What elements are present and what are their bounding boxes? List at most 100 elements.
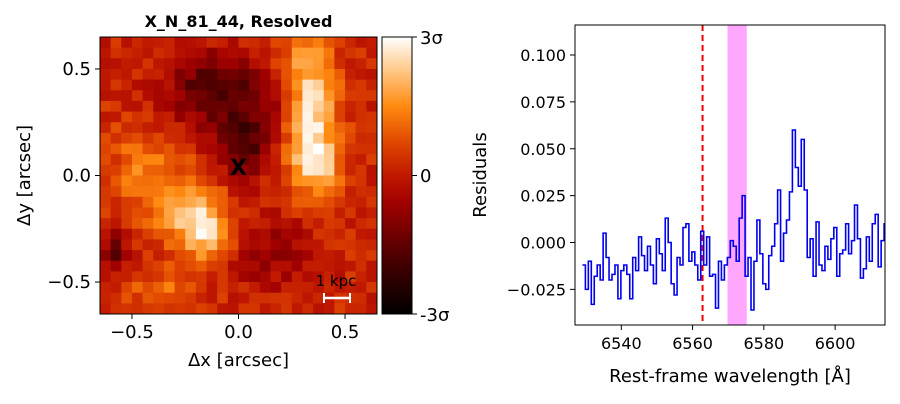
- heatmap-cell: [185, 228, 197, 240]
- heatmap-cell: [334, 175, 346, 187]
- heatmap-cell: [291, 68, 303, 81]
- heatmap-cell: [366, 47, 378, 59]
- heatmap-cell: [259, 250, 271, 262]
- heatmap-cell: [302, 122, 314, 134]
- heatmap-cell: [185, 122, 197, 134]
- heatmap-cell: [249, 218, 261, 230]
- heatmap-cell: [163, 228, 175, 240]
- heatmap-cell: [131, 175, 144, 187]
- heatmap-cell: [291, 90, 303, 102]
- heatmap-cell: [355, 196, 367, 208]
- heatmap-cell: [142, 37, 154, 49]
- heatmap-cell: [131, 37, 144, 49]
- heatmap-cell: [355, 47, 367, 59]
- heatmap-cell: [259, 47, 271, 59]
- heatmap-cell: [323, 58, 335, 70]
- heatmap-cell: [366, 164, 378, 176]
- heatmap-cell: [355, 271, 367, 283]
- heatmap-cell: [153, 239, 165, 251]
- heatmap-cell: [323, 260, 335, 272]
- heatmap-cell: [355, 37, 367, 49]
- heatmap-cell: [206, 207, 218, 219]
- heatmap-cell: [249, 79, 261, 91]
- heatmap-cell: [345, 228, 357, 240]
- heatmap-cell: [227, 207, 239, 219]
- heatmap-cell: [227, 132, 239, 144]
- heatmap-cell: [121, 271, 133, 283]
- heatmap-cell: [270, 58, 282, 70]
- heatmap-cell: [345, 47, 357, 59]
- heatmap-cell: [366, 207, 378, 219]
- heatmap-cell: [259, 186, 271, 198]
- heatmap-cell: [163, 47, 175, 59]
- heatmap-cell: [100, 132, 112, 144]
- heatmap-cell: [259, 68, 271, 81]
- heatmap-cell: [217, 37, 229, 49]
- residuals-y-tick-label: 0.100: [520, 46, 566, 65]
- heatmap-cell: [249, 228, 261, 240]
- heatmap-cell: [249, 196, 261, 208]
- heatmap-cell: [121, 111, 133, 123]
- heatmap-cell: [291, 143, 303, 155]
- heatmap-cell: [195, 47, 207, 59]
- heatmap-cell: [366, 292, 378, 304]
- heatmap-cell: [302, 250, 314, 262]
- heatmap-cell: [270, 111, 282, 123]
- heatmap-cell: [163, 37, 175, 49]
- heatmap-cell: [217, 271, 229, 283]
- heatmap-cell: [100, 186, 112, 198]
- heatmap-cell: [270, 175, 282, 187]
- heatmap-cell: [366, 250, 378, 262]
- heatmap-cell: [345, 37, 357, 49]
- heatmap-cell: [345, 90, 357, 102]
- heatmap-cell: [174, 90, 186, 102]
- heatmap-cell: [110, 239, 122, 251]
- heatmap-cell: [100, 218, 112, 230]
- heatmap-cell: [313, 175, 325, 187]
- heatmap-cell: [163, 250, 175, 262]
- heatmap-cell: [131, 196, 144, 208]
- heatmap-cell: [217, 303, 229, 315]
- heatmap-cell: [227, 100, 239, 112]
- heatmap-cell: [302, 239, 314, 251]
- heatmap-cell: [142, 122, 154, 134]
- heatmap-cell: [313, 79, 325, 91]
- heatmap-cell: [355, 58, 367, 70]
- heatmap-cell: [131, 143, 144, 155]
- heatmap-cell: [355, 132, 367, 144]
- heatmap-cell: [238, 58, 250, 70]
- heatmap-cell: [195, 122, 207, 134]
- heatmap-cell: [313, 143, 325, 155]
- heatmap-cell: [206, 111, 218, 123]
- heatmap-cell: [323, 37, 335, 49]
- heatmap-cell: [270, 196, 282, 208]
- heatmap-cell: [291, 271, 303, 283]
- heatmap-cell: [206, 90, 218, 102]
- heatmap-cell: [291, 303, 303, 315]
- heatmap-cell: [270, 250, 282, 262]
- heatmap-cell: [121, 260, 133, 272]
- heatmap-cell: [259, 79, 271, 91]
- heatmap-cell: [355, 100, 367, 112]
- heatmap-cell: [323, 68, 335, 81]
- heatmap-cell: [366, 282, 378, 294]
- heatmap-cell: [142, 90, 154, 102]
- heatmap-cell: [163, 79, 175, 91]
- heatmap-cell: [131, 207, 144, 219]
- heatmap-cell: [174, 260, 186, 272]
- heatmap-cell: [153, 228, 165, 240]
- heatmap-y-tick-label: 0.5: [62, 59, 91, 80]
- heatmap-cell: [334, 228, 346, 240]
- heatmap-cell: [153, 37, 165, 49]
- heatmap-cell: [206, 164, 218, 176]
- heatmap-cell: [153, 260, 165, 272]
- heatmap-cell: [281, 58, 293, 70]
- heatmap-cell: [366, 175, 378, 187]
- heatmap-cell: [302, 111, 314, 123]
- heatmap-cell: [131, 250, 144, 262]
- heatmap-cell: [206, 175, 218, 187]
- heatmap-cells: [100, 37, 378, 315]
- heatmap-cell: [334, 186, 346, 198]
- heatmap-cell: [238, 111, 250, 123]
- heatmap-cell: [238, 282, 250, 294]
